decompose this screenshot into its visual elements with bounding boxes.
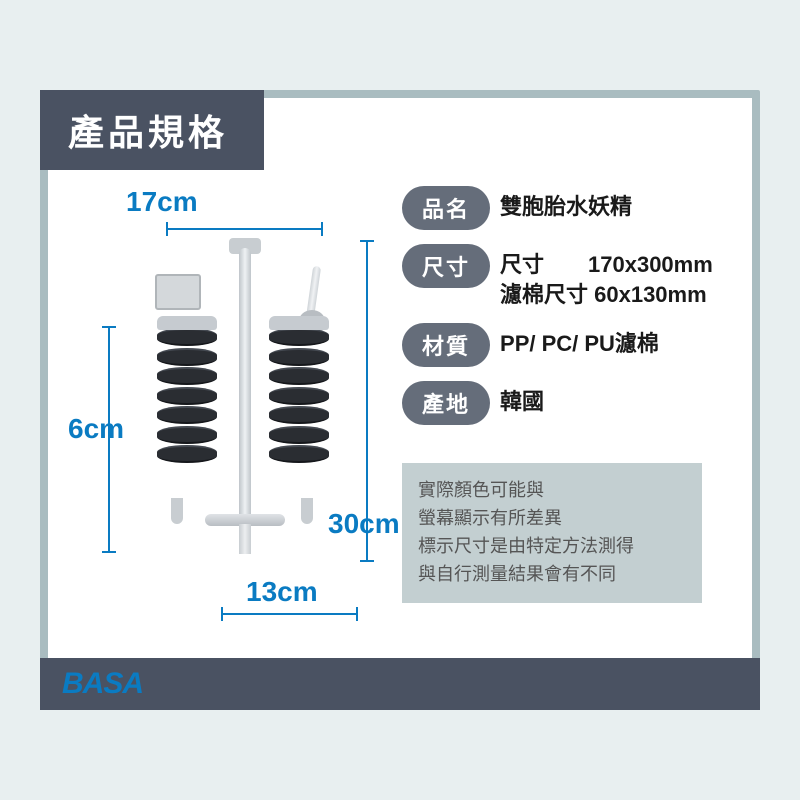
center-tube (239, 248, 251, 528)
spec-label: 材質 (402, 323, 490, 367)
brand-logo: BASA (62, 667, 143, 701)
t-down (239, 524, 251, 554)
spec-value: 韓國 (500, 381, 544, 417)
dimension-right: 30cm (328, 508, 400, 540)
spec-row-name: 品名 雙胞胎水妖精 (402, 186, 734, 230)
spec-row-origin: 產地 韓國 (402, 381, 734, 425)
spec-card: 產品規格 17cm 6cm 30cm 13cm (40, 90, 760, 710)
spec-label: 產地 (402, 381, 490, 425)
guide-tick (360, 560, 374, 562)
disclaimer-line: 與自行測量結果會有不同 (418, 561, 686, 589)
guide-tick (166, 222, 168, 236)
product-diagram: 17cm 6cm 30cm 13cm (66, 178, 386, 628)
footer-bar: BASA (40, 658, 760, 710)
spec-value: PP/ PC/ PU濾棉 (500, 323, 659, 359)
guide-tick (221, 607, 223, 621)
spec-row-size: 尺寸 尺寸 170x300mm 濾棉尺寸 60x130mm (402, 244, 734, 309)
mount-plate (155, 274, 201, 310)
spec-row-material: 材質 PP/ PC/ PU濾棉 (402, 323, 734, 367)
spec-list: 品名 雙胞胎水妖精 尺寸 尺寸 170x300mm 濾棉尺寸 60x130mm … (402, 178, 734, 702)
content-area: 17cm 6cm 30cm 13cm (48, 98, 752, 702)
guide-line (108, 326, 110, 551)
guide-tick (360, 240, 374, 242)
guide-line (221, 613, 356, 615)
guide-tick (321, 222, 323, 236)
product-illustration (161, 238, 331, 568)
disclaimer-line: 標示尺寸是由特定方法測得 (418, 533, 686, 561)
guide-tick (102, 551, 116, 553)
guide-tick (102, 326, 116, 328)
spec-value: 雙胞胎水妖精 (500, 186, 632, 222)
dimension-top: 17cm (126, 186, 198, 218)
disclaimer-line: 實際顏色可能與 (418, 477, 686, 505)
dimension-left: 6cm (68, 413, 124, 445)
sponge-cap (269, 316, 329, 330)
disclaimer-box: 實際顏色可能與 螢幕顯示有所差異 標示尺寸是由特定方法測得 與自行測量結果會有不… (402, 463, 702, 603)
guide-line (366, 240, 368, 560)
sponge-left (157, 328, 217, 463)
elbow (301, 498, 313, 524)
guide-tick (356, 607, 358, 621)
disclaimer-line: 螢幕顯示有所差異 (418, 505, 686, 533)
header-title: 產品規格 (40, 90, 264, 170)
elbow (171, 498, 183, 524)
guide-line (166, 228, 321, 230)
spec-label: 品名 (402, 186, 490, 230)
spec-label: 尺寸 (402, 244, 490, 288)
spec-value: 尺寸 170x300mm 濾棉尺寸 60x130mm (500, 244, 713, 309)
sponge-right (269, 328, 329, 463)
dimension-bottom: 13cm (246, 576, 318, 608)
sponge-cap (157, 316, 217, 330)
